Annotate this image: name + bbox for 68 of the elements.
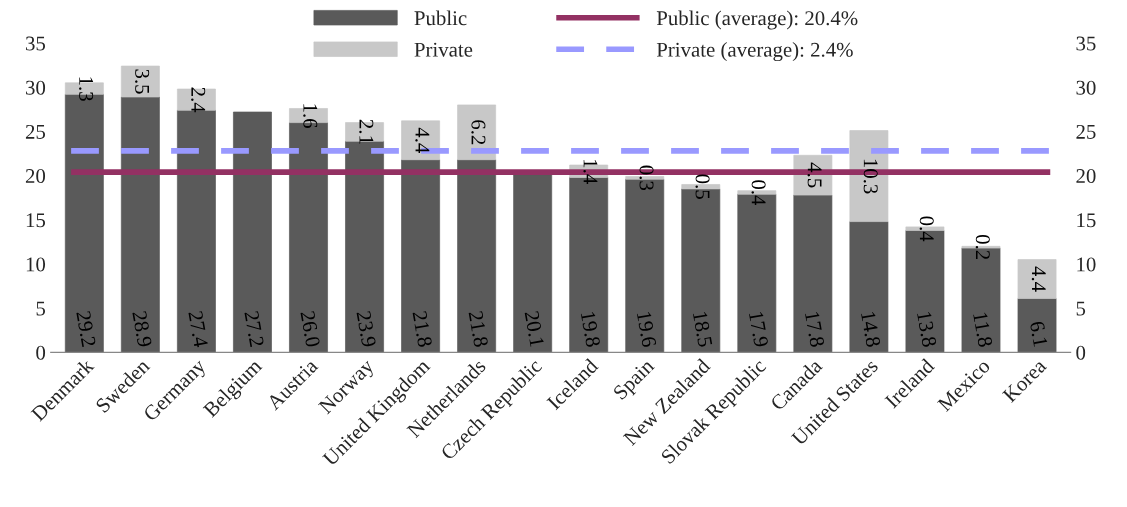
data-label: 0.5 (695, 174, 710, 199)
y2-tick-label: 35 (1076, 36, 1096, 51)
data-label: 27.4 (188, 310, 209, 348)
data-label: 4.4 (415, 127, 430, 153)
y-tick-label: 0 (36, 345, 46, 360)
data-label: 18.5 (692, 311, 713, 348)
data-label: 17.9 (748, 311, 769, 348)
data-label: 19.8 (580, 311, 601, 348)
data-label: 0.4 (919, 216, 934, 242)
y-tick-label: 5 (36, 301, 46, 316)
bar (233, 111, 272, 353)
data-label: 0.3 (639, 165, 654, 191)
bar (457, 104, 497, 161)
y2-tick-label: 30 (1076, 80, 1096, 95)
data-label: 27.2 (244, 310, 265, 347)
y-tick-label: 30 (26, 80, 46, 95)
bar (401, 159, 440, 353)
data-label: 13.8 (916, 311, 937, 348)
bar (1017, 259, 1057, 299)
y-tick-label: 25 (25, 124, 46, 139)
bar (1017, 298, 1057, 353)
data-label: 11.8 (972, 312, 993, 348)
y2-tick-label: 10 (1077, 257, 1096, 272)
data-label: 6.1 (1029, 320, 1048, 347)
data-label: 29.2 (76, 310, 96, 347)
data-label: 2.1 (359, 119, 374, 144)
data-label: 0.4 (751, 180, 766, 206)
data-label: 4.4 (1031, 266, 1046, 292)
annotation: Private (average): 2.4% (656, 42, 853, 62)
data-label: 23.9 (356, 310, 377, 348)
data-label: 26.0 (300, 310, 321, 348)
bar (120, 96, 160, 353)
legend-label: Public (414, 10, 467, 26)
bar (120, 65, 160, 98)
data-label: 14.8 (860, 311, 881, 348)
data-label: 1.3 (79, 77, 94, 101)
bar (849, 130, 889, 222)
data-label: 6.2 (471, 120, 486, 145)
data-label: 21.8 (412, 310, 433, 348)
bar (513, 174, 553, 353)
bar (793, 194, 833, 353)
y2-tick-label: 0 (1076, 345, 1086, 360)
bar (401, 120, 440, 161)
legend-label: Public (average): 20.4% (656, 10, 858, 30)
data-label: 28.9 (132, 310, 153, 348)
data-label: 0.2 (975, 234, 990, 260)
legend-label: Private (414, 42, 473, 57)
y2-tick-label: 15 (1077, 213, 1096, 228)
bar (849, 221, 889, 353)
y-tick-label: 20 (25, 169, 46, 184)
y2-tick-label: 25 (1076, 124, 1096, 139)
bar (177, 88, 216, 111)
data-label: 1.4 (583, 160, 598, 184)
data-label: 1.6 (303, 104, 318, 128)
y2-tick-label: 5 (1076, 301, 1086, 316)
data-label: 2.4 (191, 87, 206, 113)
y2-tick-label: 20 (1076, 169, 1096, 184)
data-label: 4.5 (807, 162, 822, 188)
y-tick-label: 10 (26, 257, 46, 272)
data-label: 20.1 (524, 310, 545, 347)
y-tick-label: 15 (26, 213, 46, 228)
data-label: 19.6 (636, 311, 657, 348)
y-tick-label: 35 (26, 36, 46, 51)
data-label: 3.5 (135, 69, 150, 94)
data-label: 21.8 (468, 310, 489, 348)
data-label: 10.3 (863, 159, 878, 194)
data-label: 17.8 (804, 311, 825, 348)
bar (457, 159, 497, 353)
